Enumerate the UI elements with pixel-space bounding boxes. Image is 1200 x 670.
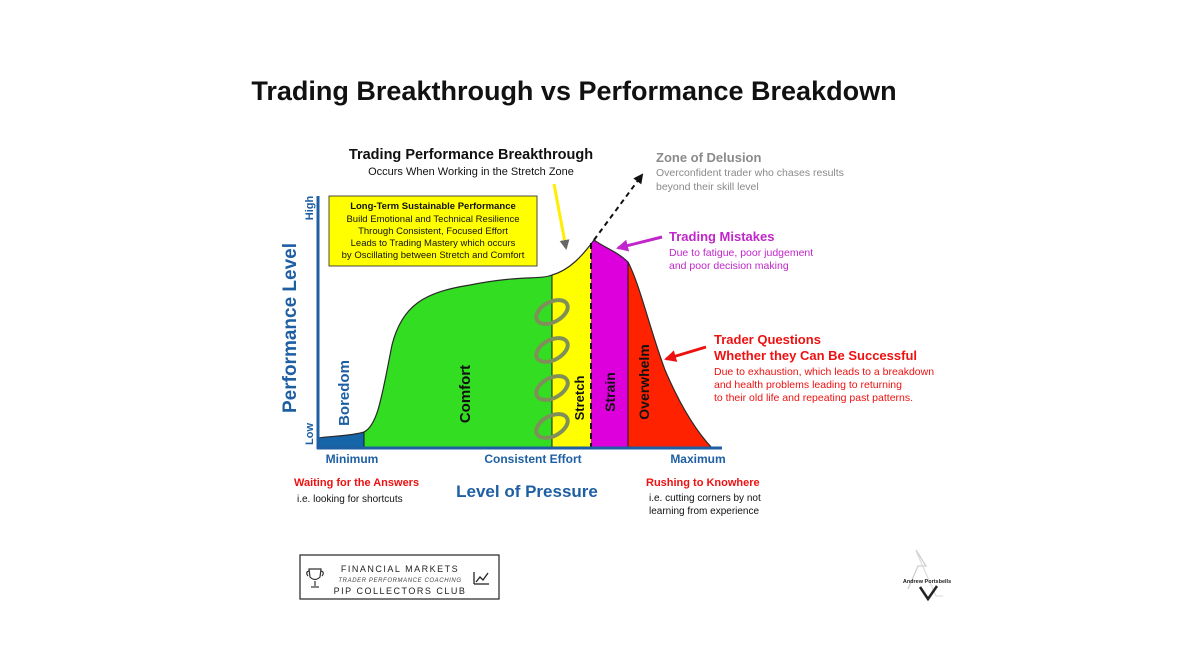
signature-text: Andrew Portsbells <box>903 579 951 585</box>
rushing-line: i.e. cutting corners by not <box>649 493 761 504</box>
rushing-title: Rushing to Knowhere <box>646 477 760 489</box>
waiting-line: i.e. looking for shortcuts <box>297 494 403 505</box>
rushing-line: learning from experience <box>649 506 759 517</box>
y-axis-high: High <box>304 196 316 221</box>
questions-line: Due to exhaustion, which leads to a brea… <box>714 366 934 378</box>
x-axis-max: Maximum <box>670 452 725 466</box>
zone-label-boredom: Boredom <box>336 360 353 426</box>
box-line: Leads to Trading Mastery which occurs <box>351 238 516 249</box>
x-axis-min: Minimum <box>326 452 379 466</box>
delusion-line: Overconfident trader who chases results <box>656 167 844 179</box>
sustainable-performance-box <box>328 195 538 267</box>
questions-title: Trader Questions <box>714 332 821 347</box>
mistakes-title: Trading Mistakes <box>669 229 774 244</box>
zone-label-overwhelm: Overwhelm <box>636 344 652 419</box>
breakthrough-arrow <box>552 183 570 250</box>
oscillation-coils <box>534 298 570 440</box>
questions-arrow <box>664 345 707 362</box>
box-line: Through Consistent, Focused Effort <box>358 226 508 237</box>
zone-label-stretch: Stretch <box>572 376 587 421</box>
mistakes-line: Due to fatigue, poor judgement <box>669 247 813 259</box>
mistakes-arrow <box>616 235 663 252</box>
logo-line3: PIP COLLECTORS CLUB <box>334 586 467 596</box>
pip-collectors-club-logo: FINANCIAL MARKETS TRADER PERFORMANCE COA… <box>299 554 500 600</box>
questions-line: and health problems leading to returning <box>714 379 902 391</box>
delusion-arrow <box>593 173 644 241</box>
signature-logo: Andrew Portsbells <box>903 549 951 602</box>
delusion-title: Zone of Delusion <box>656 150 762 165</box>
breakthrough-subtitle: Occurs When Working in the Stretch Zone <box>368 166 574 178</box>
x-axis-label: Level of Pressure <box>456 482 598 501</box>
trophy-icon <box>306 568 324 588</box>
x-axis-mid: Consistent Effort <box>484 452 581 466</box>
logo-line2: TRADER PERFORMANCE COACHING <box>338 578 461 584</box>
mistakes-line: and poor decision making <box>669 260 789 272</box>
zone-label-comfort: Comfort <box>457 365 474 423</box>
box-line: by Oscillating between Stretch and Comfo… <box>342 250 525 261</box>
y-axis-label: Performance Level <box>280 243 301 413</box>
box-line: Build Emotional and Technical Resilience <box>346 214 519 225</box>
page-title: Trading Breakthrough vs Performance Brea… <box>251 76 896 106</box>
questions-line: to their old life and repeating past pat… <box>714 392 913 404</box>
y-axis-low: Low <box>304 423 316 445</box>
breakthrough-title: Trading Performance Breakthrough <box>349 147 593 163</box>
questions-title: Whether they Can Be Successful <box>714 348 917 363</box>
zone-label-strain: Strain <box>602 372 618 412</box>
zone-strain <box>591 240 629 448</box>
chart-trend-icon <box>473 572 489 585</box>
waiting-title: Waiting for the Answers <box>294 477 419 489</box>
box-title: Long-Term Sustainable Performance <box>350 201 516 212</box>
delusion-line: beyond their skill level <box>656 181 759 193</box>
logo-line1: FINANCIAL MARKETS <box>341 564 459 574</box>
